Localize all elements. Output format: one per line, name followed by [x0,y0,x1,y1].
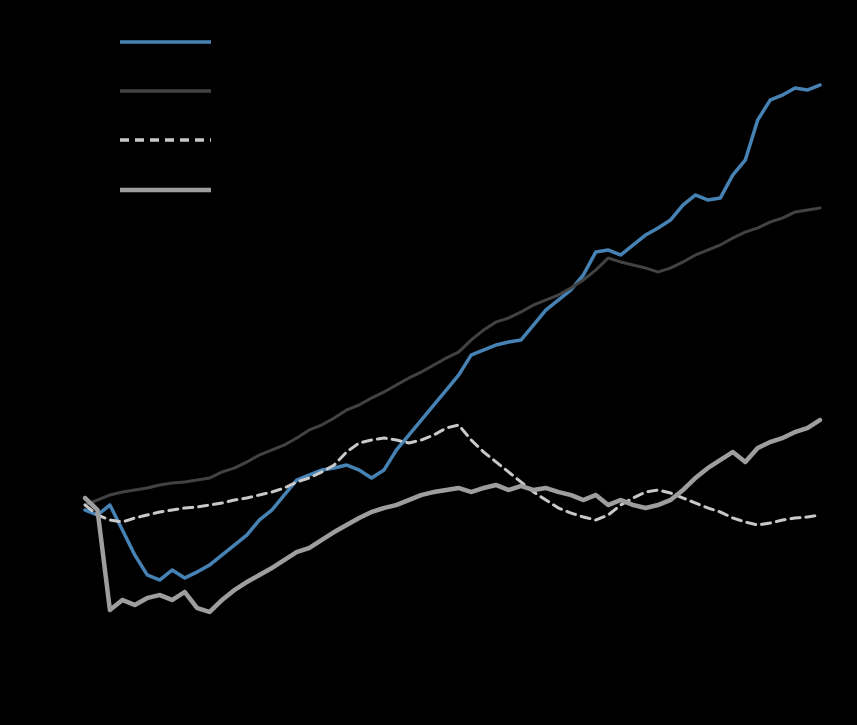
blue-solid-line [83,83,822,582]
dark-solid-line [83,206,822,507]
gray-solid-line [82,417,823,615]
light-dashed-line [83,423,822,527]
legend [120,40,211,193]
series-layer [82,83,823,615]
